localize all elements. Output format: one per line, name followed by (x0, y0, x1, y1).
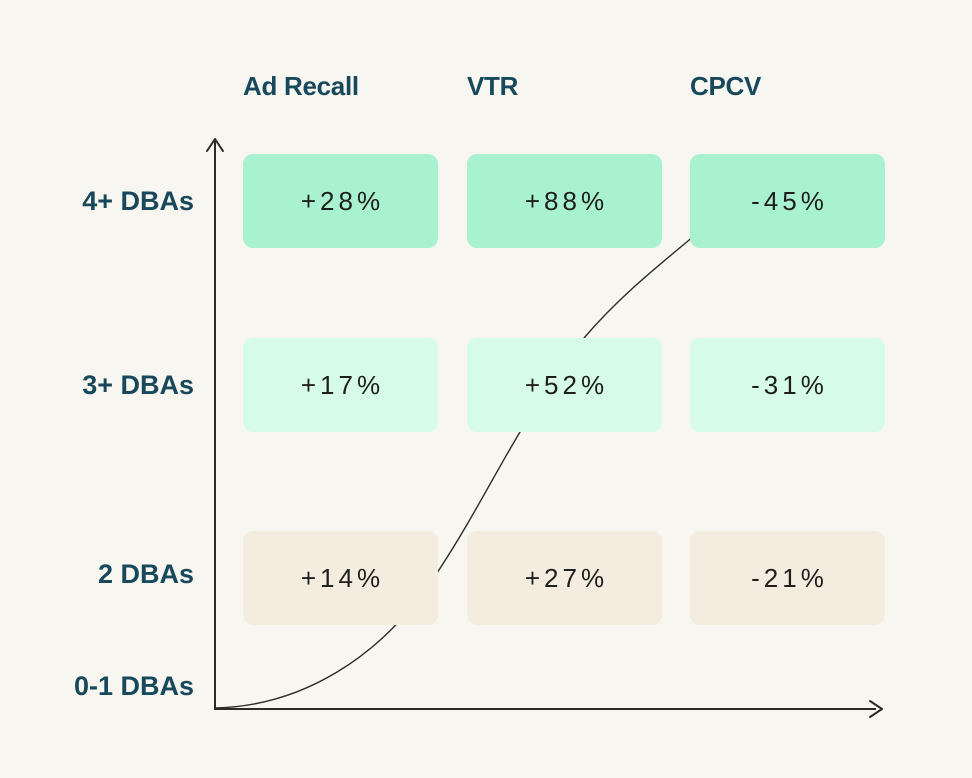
row-label-4plus-dbas: 4+ DBAs (82, 186, 194, 216)
x-axis-arrow-icon (869, 700, 883, 718)
cell-2-cpcv: -21% (690, 531, 885, 625)
cell-4plus-vtr: +88% (467, 154, 662, 248)
cell-3plus-vtr: +52% (467, 338, 662, 432)
row-label-3plus-dbas: 3+ DBAs (82, 370, 194, 400)
cell-2-ad-recall: +14% (243, 531, 438, 625)
cell-4plus-cpcv: -45% (690, 154, 885, 248)
row-label-2-dbas: 2 DBAs (97, 559, 194, 589)
y-axis-arrow-icon (206, 138, 224, 152)
cell-2-vtr: +27% (467, 531, 662, 625)
row-label-0-1-dbas: 0-1 DBAs (73, 671, 194, 701)
column-header-ad-recall: Ad Recall (243, 71, 359, 101)
column-header-vtr: VTR (467, 71, 519, 101)
growth-curve (214, 235, 695, 709)
cell-3plus-cpcv: -31% (690, 338, 885, 432)
column-header-cpcv: CPCV (690, 71, 762, 101)
cell-3plus-ad-recall: +17% (243, 338, 438, 432)
cell-4plus-ad-recall: +28% (243, 154, 438, 248)
